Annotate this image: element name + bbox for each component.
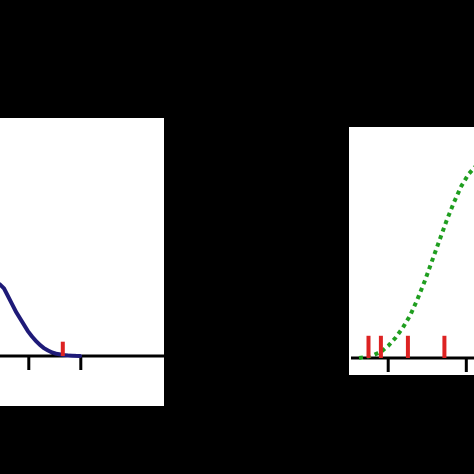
right-chart-panel — [349, 127, 474, 375]
left-series-line-1 — [0, 282, 82, 358]
right-plot-background — [349, 127, 474, 375]
left-chart-panel — [0, 118, 164, 406]
right-series-line-1 — [358, 165, 474, 360]
